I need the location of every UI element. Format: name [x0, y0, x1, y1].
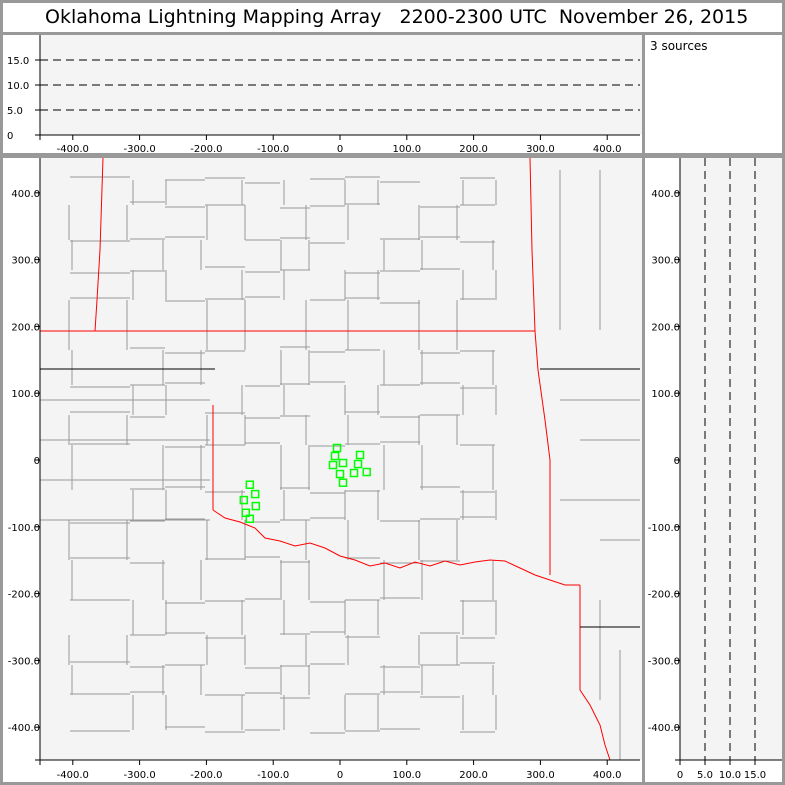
lightning-source-marker	[362, 467, 371, 477]
side-x-tick-label: 0	[677, 770, 683, 781]
map-x-tick-label: -200.0	[190, 770, 222, 781]
side-x-tick-label: 10.0	[719, 770, 741, 781]
map-x-tick-label: 100.0	[392, 770, 421, 781]
lightning-source-marker	[330, 451, 340, 461]
title-text: Oklahoma Lightning Mapping Array 2200-23…	[45, 6, 749, 28]
map-x-tick-label: 200.0	[459, 770, 488, 781]
side-y-tick-label: 100.0	[651, 389, 680, 400]
map-y-tick-label: 100.0	[11, 389, 40, 400]
side-y-tick-label: 0	[674, 456, 680, 467]
top-x-tick-label: 300.0	[526, 144, 555, 155]
top-y-tick-label: 10.0	[7, 81, 29, 92]
map-x-tick-label: 0	[337, 770, 343, 781]
lightning-source-marker	[239, 495, 249, 505]
side-y-tick-label: 300.0	[651, 256, 680, 267]
side-y-tick-label: -400.0	[648, 723, 680, 734]
map-x-tick-label: 300.0	[526, 770, 555, 781]
side-y-tick-label: -100.0	[648, 523, 680, 534]
map-x-axis-area	[3, 760, 642, 782]
map-y-tick-label: -400.0	[8, 723, 40, 734]
lightning-source-marker	[355, 450, 365, 460]
side-y-tick-label: -200.0	[648, 590, 680, 601]
side-y-tick-label: -300.0	[648, 656, 680, 667]
map-y-tick-label: 200.0	[11, 322, 40, 333]
lightning-source-marker	[251, 501, 261, 511]
map-x-tick-label: -100.0	[257, 770, 289, 781]
lightning-source-marker	[328, 460, 338, 470]
lightning-source-marker	[245, 514, 255, 524]
map-x-tick-label: 400.0	[593, 770, 622, 781]
map-y-tick-label: -200.0	[8, 590, 40, 601]
map-y-tick-label: 0	[34, 456, 40, 467]
top-x-tick-label: -400.0	[57, 144, 89, 155]
state-border	[579, 585, 611, 761]
state-border	[94, 157, 104, 332]
side-y-tick-label: 400.0	[651, 189, 680, 200]
map-x-tick-label: -300.0	[123, 770, 155, 781]
lightning-source-marker	[245, 480, 255, 489]
top-x-tick-label: 400.0	[593, 144, 622, 155]
state-border	[529, 157, 551, 575]
lightning-source-marker	[353, 459, 363, 469]
top-x-tick-label: -100.0	[257, 144, 289, 155]
map-y-tick-label: 400.0	[11, 189, 40, 200]
side-x-tick-label: 15.0	[744, 770, 766, 781]
map-y-tick-label: 300.0	[11, 256, 40, 267]
plot-title: Oklahoma Lightning Mapping Array 2200-23…	[3, 3, 782, 32]
top-y-tick-label: 15.0	[7, 56, 29, 67]
top-x-tick-label: 0	[337, 144, 343, 155]
lightning-source-marker	[338, 458, 348, 468]
plan-view-map-panel	[3, 158, 642, 782]
top-y-tick-label: 5.0	[7, 106, 23, 117]
lightning-source-marker	[338, 478, 348, 487]
source-count-panel: 3 sources	[645, 35, 782, 153]
lightning-source-marker	[332, 443, 342, 453]
map-y-tick-label: -300.0	[8, 656, 40, 667]
top-x-tick-label: 100.0	[392, 144, 421, 155]
top-x-axis-area	[3, 135, 642, 153]
county-boundaries	[40, 170, 640, 760]
side-y-tick-label: 200.0	[651, 322, 680, 333]
side-x-tick-label: 5.0	[697, 770, 713, 781]
lightning-source-marker	[349, 468, 359, 478]
top-x-tick-label: -200.0	[190, 144, 222, 155]
map-y-tick-label: -100.0	[8, 523, 40, 534]
lightning-source-marker	[335, 469, 345, 479]
source-count-label: 3 sources	[650, 39, 708, 53]
lightning-source-marker	[250, 489, 260, 499]
top-x-tick-label: 200.0	[459, 144, 488, 155]
top-x-tick-label: -300.0	[123, 144, 155, 155]
top-y-tick-label: 0	[7, 131, 13, 142]
state-border	[212, 509, 580, 586]
map-x-tick-label: -400.0	[57, 770, 89, 781]
state-boundaries	[40, 157, 640, 761]
altitude-x-panel	[3, 35, 642, 153]
